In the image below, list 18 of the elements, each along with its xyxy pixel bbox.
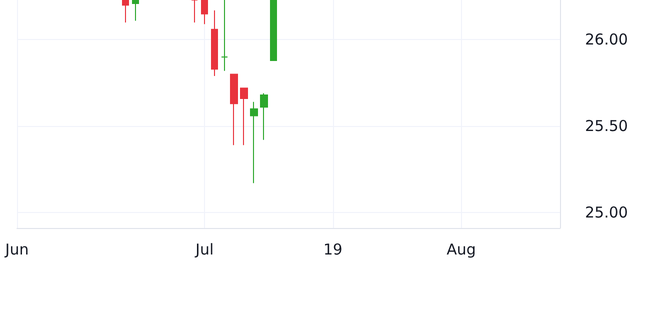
candlestick <box>260 92 268 140</box>
y-tick-label: 25.50 <box>585 117 628 136</box>
x-tick-label: Jul <box>194 240 214 258</box>
candlestick <box>211 10 218 76</box>
x-tick-label: Jun <box>4 240 29 258</box>
candlestick <box>132 0 139 22</box>
y-tick-label: 25.00 <box>585 203 628 222</box>
candlestick <box>250 101 258 184</box>
candlestick <box>270 0 277 61</box>
candlestick <box>191 0 198 23</box>
candlestick <box>221 0 228 72</box>
candlestick <box>201 0 208 25</box>
x-tick-label: Aug <box>446 240 476 258</box>
x-tick-label: 19 <box>323 240 342 258</box>
candlestick <box>122 0 129 23</box>
candlestick <box>240 88 248 146</box>
y-tick-label: 26.00 <box>585 30 628 49</box>
candlestick <box>230 74 238 146</box>
